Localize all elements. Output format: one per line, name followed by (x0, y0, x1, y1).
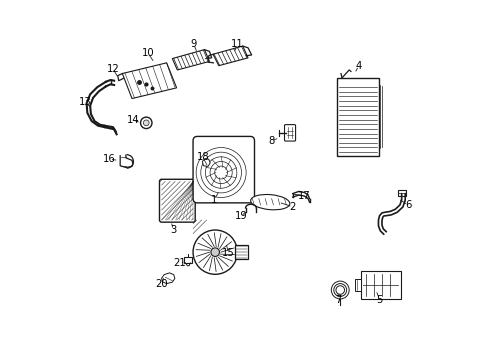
Bar (360, 271, 400, 298)
Text: 1: 1 (210, 195, 217, 204)
Text: 8: 8 (267, 136, 274, 146)
Text: 11: 11 (230, 39, 243, 49)
Polygon shape (213, 46, 247, 66)
Text: 15: 15 (222, 248, 234, 258)
Text: 2: 2 (289, 202, 295, 212)
Text: 14: 14 (126, 115, 139, 125)
Circle shape (210, 248, 219, 256)
Bar (234, 245, 248, 259)
Circle shape (193, 230, 237, 274)
Bar (184, 257, 191, 263)
FancyBboxPatch shape (284, 125, 295, 141)
Bar (354, 279, 360, 291)
Text: 19: 19 (234, 211, 247, 221)
Text: 20: 20 (155, 279, 167, 289)
Text: 5: 5 (376, 295, 382, 305)
Circle shape (140, 117, 152, 129)
Circle shape (143, 120, 149, 126)
Text: 10: 10 (142, 48, 154, 58)
Polygon shape (172, 50, 209, 70)
Polygon shape (122, 63, 176, 99)
Text: 12: 12 (106, 64, 119, 74)
Text: 9: 9 (190, 39, 197, 49)
FancyBboxPatch shape (159, 179, 195, 222)
Text: 18: 18 (197, 152, 209, 162)
Bar (397, 190, 405, 196)
Text: 16: 16 (103, 154, 116, 164)
Polygon shape (202, 158, 210, 166)
Text: 21: 21 (173, 258, 185, 268)
Text: 6: 6 (404, 200, 410, 210)
Polygon shape (162, 273, 175, 284)
Bar (336, 78, 378, 156)
Text: 4: 4 (355, 61, 361, 71)
Ellipse shape (250, 194, 289, 210)
Text: 17: 17 (298, 191, 310, 201)
FancyBboxPatch shape (193, 136, 254, 203)
Text: 7: 7 (334, 295, 341, 305)
Text: 13: 13 (79, 97, 92, 107)
Text: 3: 3 (170, 225, 176, 235)
